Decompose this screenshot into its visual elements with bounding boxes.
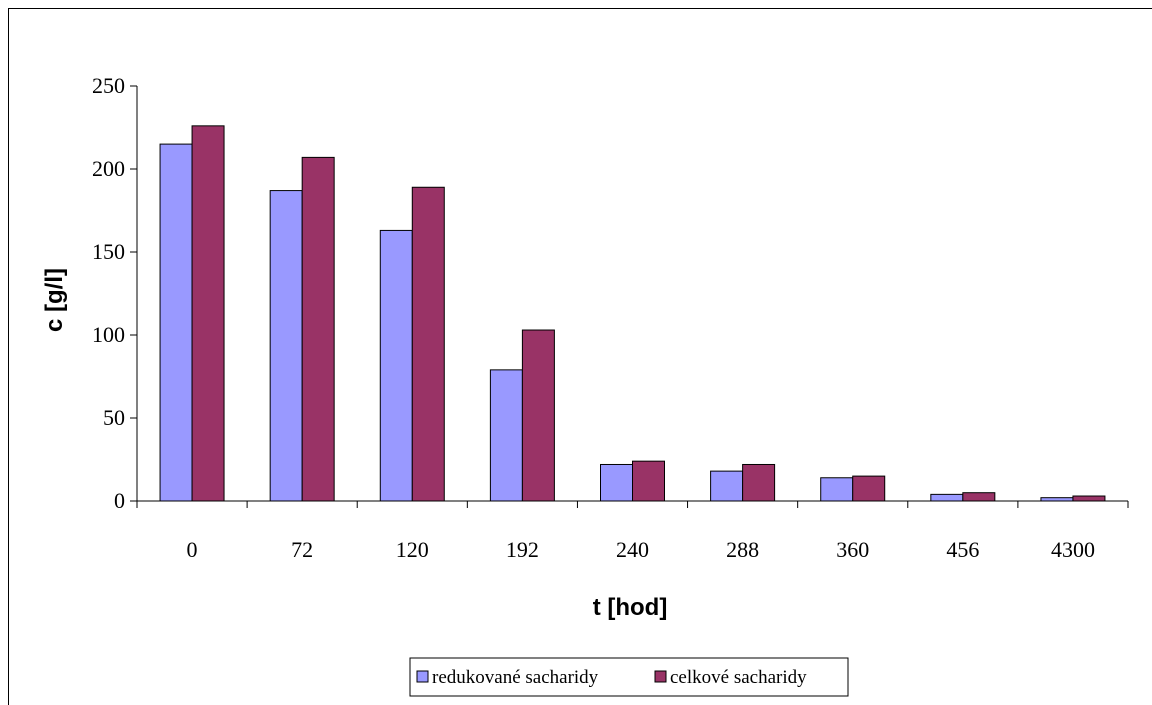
- bar-redukovane-360: [820, 477, 854, 502]
- x-tick-label-240: 240: [616, 537, 649, 562]
- bar-celkove-120: [411, 186, 445, 502]
- legend-label-celkove: celkové sacharidy: [670, 667, 807, 688]
- legend-box: [409, 657, 849, 697]
- y-tick-label-50: 50: [103, 405, 125, 430]
- bar-redukovane-0: [159, 143, 193, 502]
- bar-redukovane-240: [600, 463, 633, 502]
- bar-celkove-72: [301, 156, 335, 502]
- x-tick-label-4300: 4300: [1051, 537, 1095, 562]
- bar-celkove-360: [852, 475, 886, 502]
- bars-layer: [159, 125, 1106, 502]
- bar-redukovane-456: [930, 493, 964, 502]
- x-tick-label-360: 360: [836, 537, 869, 562]
- labels-layer: 0 50 100 150 200 250 0 72 120 192 240 288 360 456 4300: [92, 73, 1095, 562]
- x-tick-label-72: 72: [291, 537, 313, 562]
- x-tick-label-288: 288: [726, 537, 759, 562]
- legend-swatch-redukovane: [416, 670, 429, 683]
- y-tick-label-250: 250: [92, 73, 125, 98]
- bar-celkove-240: [632, 460, 665, 502]
- y-tick-label-0: 0: [114, 488, 125, 513]
- bar-celkove-288: [742, 463, 776, 502]
- x-tick-label-120: 120: [396, 537, 429, 562]
- chart-frame: [8, 8, 1152, 705]
- legend-label-redukovane: redukované sacharidy: [432, 667, 599, 688]
- bar-celkove-192: [521, 329, 555, 502]
- legend-swatch-celkove: [654, 670, 667, 683]
- x-tick-label-0: 0: [187, 537, 198, 562]
- bar-redukovane-288: [710, 470, 744, 502]
- y-axis-title: c [g/l]: [41, 268, 68, 332]
- bar-celkove-4300: [1072, 495, 1106, 502]
- axes-layer: [130, 85, 1129, 508]
- x-axis-title: t [hod]: [593, 594, 668, 621]
- x-tick-label-192: 192: [506, 537, 539, 562]
- bar-celkove-0: [191, 125, 225, 502]
- legend: redukované sacharidy celkové sacharidy: [409, 657, 849, 697]
- y-tick-label-150: 150: [92, 239, 125, 264]
- bar-redukovane-192: [489, 369, 523, 502]
- x-tick-label-456: 456: [946, 537, 979, 562]
- bar-redukovane-72: [269, 190, 303, 502]
- y-tick-label-100: 100: [92, 322, 125, 347]
- bar-redukovane-120: [379, 229, 413, 502]
- y-tick-label-200: 200: [92, 156, 125, 181]
- bar-celkove-456: [962, 492, 996, 502]
